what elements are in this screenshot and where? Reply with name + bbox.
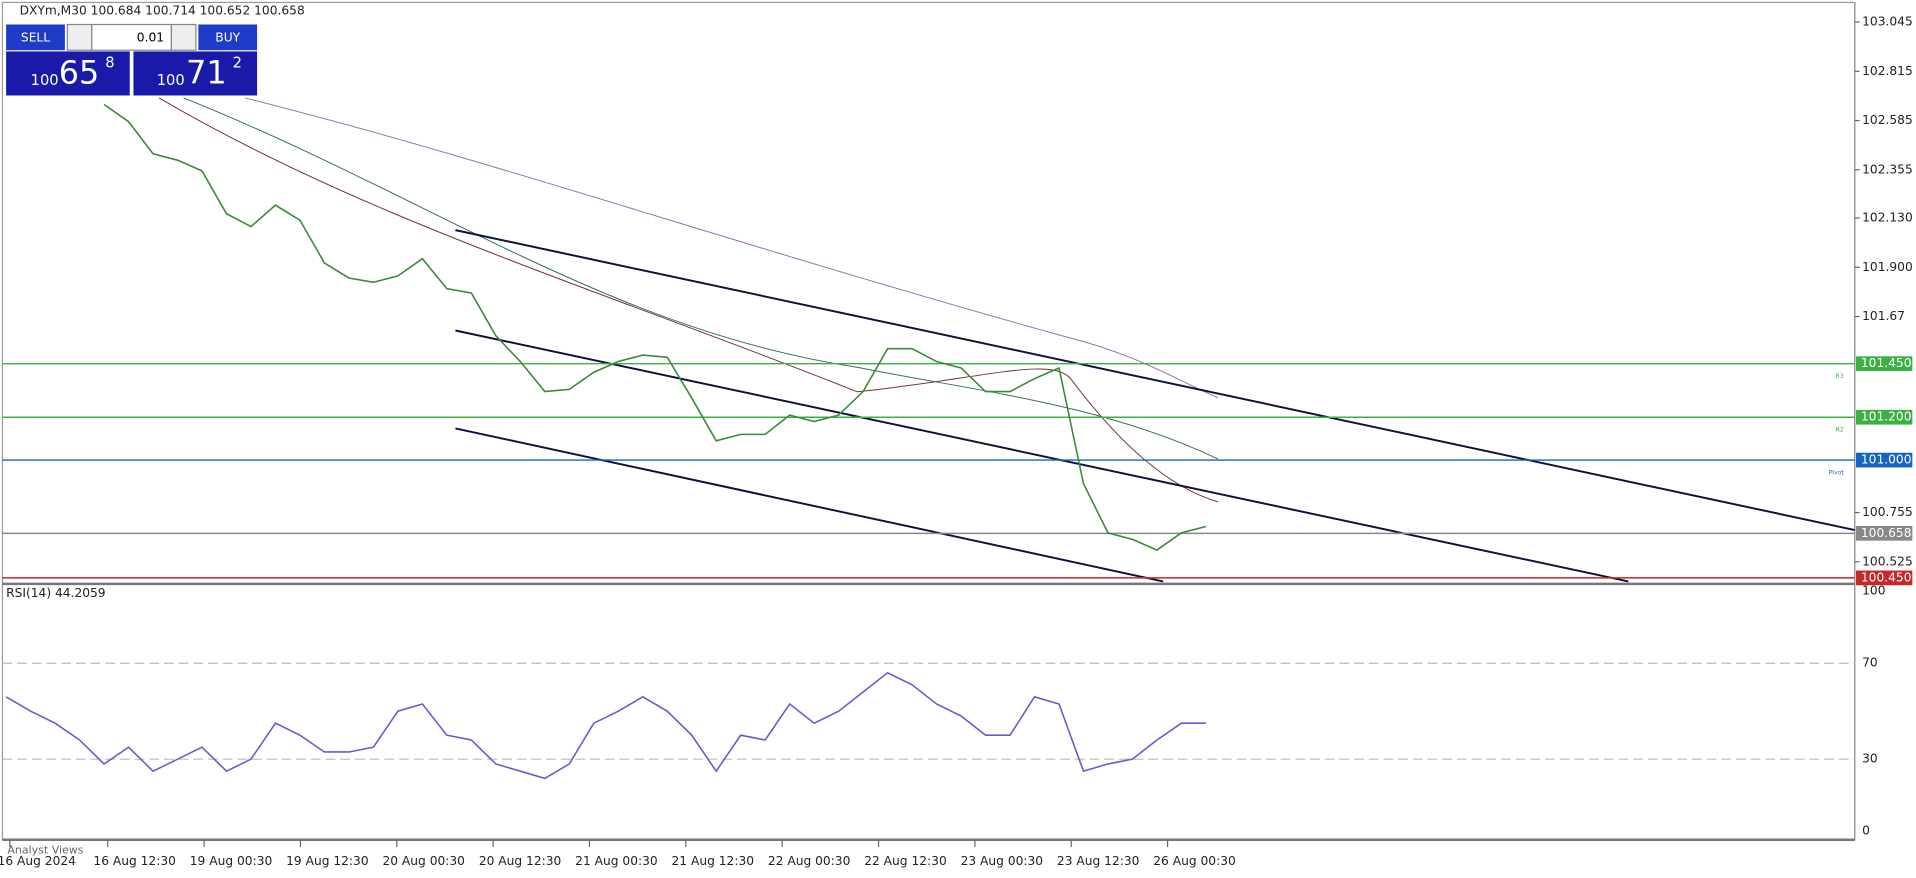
footer-tab[interactable]: Analyst Views xyxy=(7,844,83,857)
sell-label: SELL xyxy=(21,30,50,44)
x-tick-label: 20 Aug 12:30 xyxy=(479,854,562,868)
x-tick-label: 22 Aug 00:30 xyxy=(768,854,851,868)
ask-box[interactable] xyxy=(133,51,258,96)
x-tick-label: 20 Aug 00:30 xyxy=(382,854,465,868)
y-tick-label: 101.67 xyxy=(1862,309,1905,323)
series-line xyxy=(5,671,1206,780)
lot-input[interactable] xyxy=(91,23,173,51)
level-label: 101.000 xyxy=(1861,453,1912,467)
series-line xyxy=(103,103,1207,551)
x-tick-label: 21 Aug 00:30 xyxy=(575,854,658,868)
overlays xyxy=(158,97,1855,583)
level-tag-box xyxy=(1856,570,1913,586)
x-tick-label: 23 Aug 12:30 xyxy=(1057,854,1140,868)
buy-button[interactable] xyxy=(198,24,258,51)
y-tick-label: 100 xyxy=(1862,584,1885,598)
y-tick-label: 70 xyxy=(1862,656,1878,670)
bid-small: 8 xyxy=(105,55,114,72)
ask-big: 100 xyxy=(157,72,185,89)
x-tick-label: 26 Aug 00:30 xyxy=(1153,854,1236,868)
level-tag-box xyxy=(1856,452,1913,468)
y-tick-label: 103.045 xyxy=(1862,15,1913,29)
level-tag-box xyxy=(1856,525,1913,541)
level-tag-box xyxy=(1856,409,1913,425)
y-tick-label: 0 xyxy=(1862,824,1870,838)
rsi-title: RSI(14) 44.2059 xyxy=(6,586,105,600)
x-tick-label: 23 Aug 00:30 xyxy=(961,854,1044,868)
x-tick-label: 16 Aug 2024 xyxy=(0,854,76,868)
y-tick-label: 102.815 xyxy=(1862,64,1913,78)
bid-main: 65 xyxy=(59,54,99,92)
level-label: 101.200 xyxy=(1861,410,1912,424)
lot-value: 0.01 xyxy=(137,30,164,44)
level-tag: R3 xyxy=(1836,373,1844,380)
x-tick-label: 16 Aug 12:30 xyxy=(93,854,176,868)
x-tick-label: 21 Aug 12:30 xyxy=(672,854,755,868)
y-tick-label: 100.525 xyxy=(1862,554,1913,568)
symbol-line: DXYm,M30 100.684 100.714 100.652 100.658 xyxy=(20,4,305,18)
bid-big: 100 xyxy=(31,72,59,89)
level-tag-box xyxy=(1856,356,1913,372)
trade-panel: SELL 0.01 BUY 100 65 8 100 71 2 xyxy=(6,23,258,96)
ask-main: 71 xyxy=(186,54,226,92)
y-tick-label: 100.755 xyxy=(1862,505,1913,519)
level-label: 100.658 xyxy=(1861,526,1912,540)
x-tick-label: 19 Aug 12:30 xyxy=(286,854,369,868)
y-tick-label: 101.900 xyxy=(1862,260,1913,274)
sell-button[interactable] xyxy=(6,24,65,51)
level-tag: Pivot xyxy=(1829,469,1845,476)
y-tick-label: 102.355 xyxy=(1862,162,1913,176)
buy-label: BUY xyxy=(215,30,240,44)
ask-small: 2 xyxy=(233,55,242,72)
level-tag: R2 xyxy=(1836,426,1844,433)
x-tick-label: 22 Aug 12:30 xyxy=(864,854,947,868)
level-label: 100.450 xyxy=(1861,570,1912,584)
y-tick-label: 102.130 xyxy=(1862,211,1913,225)
bid-box[interactable] xyxy=(6,51,130,96)
x-tick-label: 19 Aug 00:30 xyxy=(190,854,273,868)
y-tick-label: 102.585 xyxy=(1862,113,1913,127)
y-tick-label: 30 xyxy=(1862,752,1878,766)
level-label: 101.450 xyxy=(1861,356,1912,370)
